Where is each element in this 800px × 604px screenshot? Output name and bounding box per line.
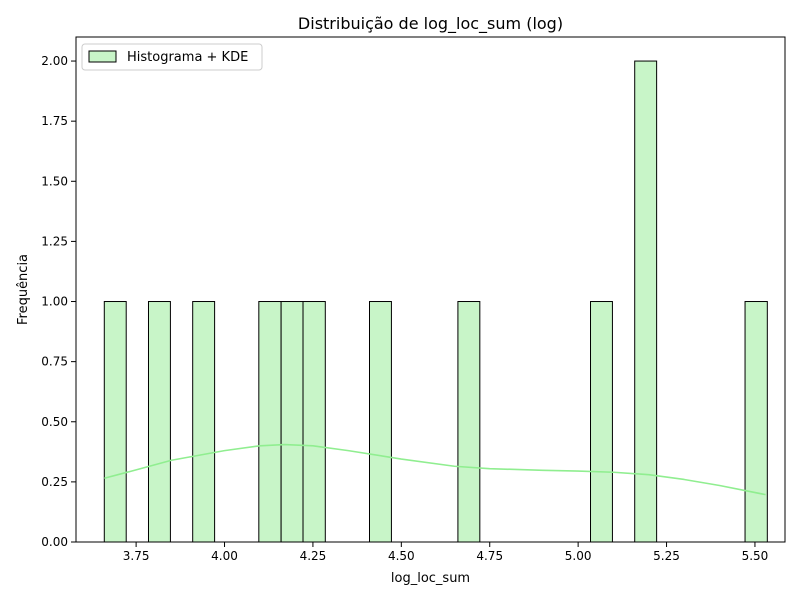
histogram-bar-10 xyxy=(634,60,658,543)
y-tick-label-1: 0.00 xyxy=(41,535,68,549)
x-tick-label-8: 5.50 xyxy=(742,549,769,563)
histogram-bar-1 xyxy=(103,301,127,543)
legend: Histograma + KDE xyxy=(81,43,263,71)
x-tick-label-6: 5.00 xyxy=(565,549,592,563)
legend-box xyxy=(81,43,263,71)
legend-swatch xyxy=(88,50,117,63)
y-axis-label: Frequência xyxy=(16,254,31,325)
y-tick-label-8: 1.75 xyxy=(41,114,68,128)
kde-curve xyxy=(104,443,766,496)
histogram-bar-2 xyxy=(147,301,171,543)
y-tick-label-4: 0.75 xyxy=(41,355,68,369)
y-tick-label-6: 1.25 xyxy=(41,234,68,248)
y-tick-label-5: 1.00 xyxy=(41,295,68,309)
histogram-bar-7 xyxy=(369,301,392,543)
y-tick-label-7: 1.50 xyxy=(41,174,68,188)
x-tick-label-4: 4.50 xyxy=(388,549,415,563)
x-axis-label: log_loc_sum xyxy=(391,571,470,586)
histogram-bar-3 xyxy=(192,301,216,543)
histogram-bar-4 xyxy=(258,301,282,543)
x-ticks: 3.75 4.00 4.25 4.50 4.75 5.00 5.25 5.50 xyxy=(123,542,769,563)
bars-layer xyxy=(103,60,768,543)
y-tick-label-3: 0.50 xyxy=(41,415,68,429)
y-tick-label-2: 0.25 xyxy=(41,475,68,489)
histogram-bar-5 xyxy=(280,301,304,543)
x-tick-label-7: 5.25 xyxy=(653,549,680,563)
histogram-bar-6 xyxy=(302,301,326,543)
x-tick-label-3: 4.25 xyxy=(300,549,327,563)
y-ticks: 0.00 0.25 0.50 0.75 1.00 1.25 1.50 1.75 2.00 xyxy=(41,54,76,549)
y-tick-label-9: 2.00 xyxy=(41,54,68,68)
chart-title: Distribuição de log_loc_sum (log) xyxy=(298,14,563,34)
histogram-bar-8 xyxy=(457,301,481,543)
histogram-bar-9 xyxy=(590,301,613,543)
axes-frame xyxy=(75,36,786,543)
x-tick-label-5: 4.75 xyxy=(476,549,503,563)
legend-label: Histograma + KDE xyxy=(127,50,248,65)
x-tick-label-2: 4.00 xyxy=(211,549,238,563)
x-tick-label-1: 3.75 xyxy=(123,549,150,563)
kde-layer xyxy=(104,443,766,496)
histogram-bar-11 xyxy=(744,301,768,543)
